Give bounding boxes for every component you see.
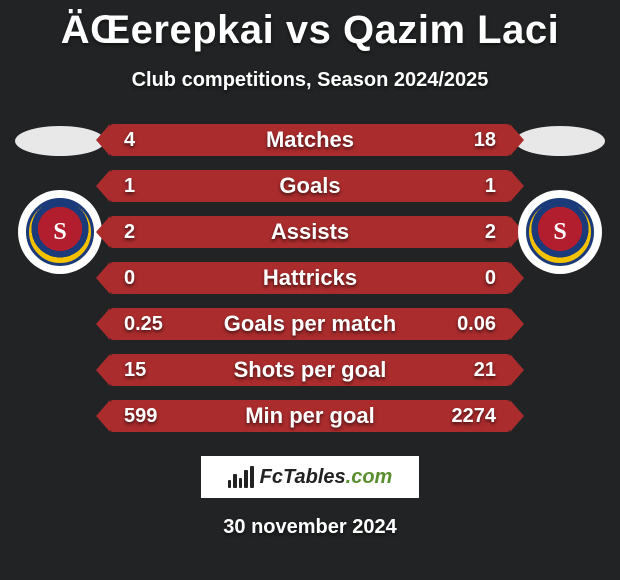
stat-left-value: 1 (110, 175, 180, 198)
comparison-layout: S 4 Matches 18 1 Goals 1 2 Assists 2 0 H… (0, 124, 620, 432)
stat-row-assists: 2 Assists 2 (110, 216, 510, 248)
stat-left-value: 4 (110, 129, 180, 152)
left-club-badge-inner: S (26, 198, 94, 266)
stat-label: Goals (180, 173, 440, 199)
stat-label: Goals per match (180, 311, 440, 337)
stat-left-value: 599 (110, 405, 180, 428)
stat-right-value: 0 (440, 267, 510, 290)
stat-left-value: 15 (110, 359, 180, 382)
brand-suffix: .com (346, 466, 393, 488)
stats-column: 4 Matches 18 1 Goals 1 2 Assists 2 0 Hat… (110, 124, 510, 432)
right-player-column: S (510, 124, 610, 432)
left-club-letter: S (53, 220, 66, 244)
stat-right-value: 0.06 (440, 313, 510, 336)
stat-label: Matches (180, 127, 440, 153)
stat-right-value: 2 (440, 221, 510, 244)
stat-row-goals-per-match: 0.25 Goals per match 0.06 (110, 308, 510, 340)
right-club-badge: S (518, 190, 602, 274)
comparison-date: 30 november 2024 (0, 516, 620, 539)
stat-right-value: 1 (440, 175, 510, 198)
stat-row-goals: 1 Goals 1 (110, 170, 510, 202)
brand-name: FcTables (260, 466, 346, 488)
brand-chart-icon (228, 466, 254, 488)
stat-label: Hattricks (180, 265, 440, 291)
stat-left-value: 0 (110, 267, 180, 290)
stat-right-value: 21 (440, 359, 510, 382)
comparison-title: ÄŒerepkai vs Qazim Laci (0, 0, 620, 53)
left-player-avatar-placeholder (15, 126, 105, 156)
stat-right-value: 18 (440, 129, 510, 152)
left-player-column: S (10, 124, 110, 432)
stat-label: Min per goal (180, 403, 440, 429)
season-subtitle: Club competitions, Season 2024/2025 (0, 69, 620, 92)
brand-box: FcTables.com (201, 456, 419, 498)
left-club-badge: S (18, 190, 102, 274)
stat-row-shots-per-goal: 15 Shots per goal 21 (110, 354, 510, 386)
stat-row-min-per-goal: 599 Min per goal 2274 (110, 400, 510, 432)
stat-row-hattricks: 0 Hattricks 0 (110, 262, 510, 294)
stat-left-value: 0.25 (110, 313, 180, 336)
stat-label: Shots per goal (180, 357, 440, 383)
brand-text: FcTables.com (260, 466, 393, 489)
stat-right-value: 2274 (440, 405, 510, 428)
stat-label: Assists (180, 219, 440, 245)
right-club-letter: S (553, 220, 566, 244)
right-player-avatar-placeholder (515, 126, 605, 156)
right-club-badge-inner: S (526, 198, 594, 266)
stat-left-value: 2 (110, 221, 180, 244)
stat-row-matches: 4 Matches 18 (110, 124, 510, 156)
